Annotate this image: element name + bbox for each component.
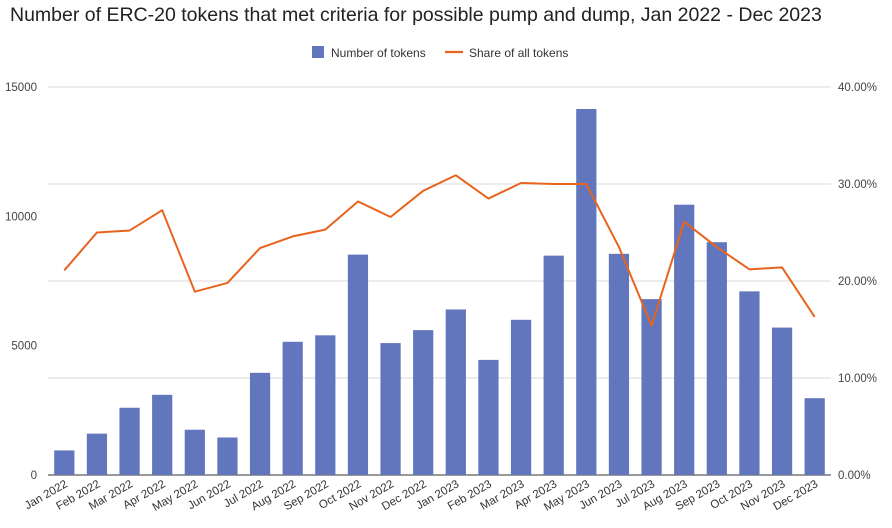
- legend-label-line: Share of all tokens: [469, 46, 568, 60]
- bar: [413, 330, 434, 475]
- bar: [86, 433, 108, 475]
- bar: [608, 253, 630, 475]
- bar: [576, 108, 597, 475]
- bar-series: [54, 108, 825, 475]
- bar: [804, 398, 825, 475]
- bar: [249, 372, 271, 475]
- bar: [739, 291, 760, 475]
- bar: [217, 437, 238, 475]
- y-axis-left: 0 5000 10000 15000: [5, 82, 37, 482]
- y-left-tick-label: 0: [31, 470, 37, 482]
- legend-swatch-bar: [312, 46, 324, 58]
- bar: [54, 450, 75, 475]
- bar: [445, 309, 466, 475]
- bar: [706, 242, 727, 475]
- bar: [771, 327, 793, 475]
- y-right-tick-label: 40.00%: [838, 82, 877, 94]
- y-right-tick-label: 20.00%: [838, 276, 877, 288]
- bar: [184, 429, 205, 475]
- legend-label-bar: Number of tokens: [331, 46, 426, 60]
- bar: [347, 254, 369, 475]
- bar: [282, 341, 303, 475]
- y-left-tick-label: 15000: [5, 82, 37, 94]
- bar: [478, 359, 499, 475]
- y-right-tick-label: 10.00%: [838, 373, 877, 385]
- bar: [674, 204, 695, 475]
- share-line: [63, 174, 816, 327]
- y-left-tick-label: 10000: [5, 211, 37, 223]
- chart-title: Number of ERC-20 tokens that met criteri…: [10, 4, 822, 26]
- y-right-tick-label: 30.00%: [838, 179, 877, 191]
- y-axis-right: 0.00% 10.00% 20.00% 30.00% 40.00%: [838, 82, 877, 482]
- line-series: [63, 174, 816, 327]
- bar: [380, 343, 401, 475]
- bar: [152, 394, 173, 475]
- y-left-tick-label: 5000: [11, 341, 37, 353]
- bar: [510, 319, 532, 475]
- legend: Number of tokens Share of all tokens: [312, 46, 568, 60]
- bar: [641, 299, 662, 475]
- bar: [119, 407, 140, 475]
- bar: [543, 255, 564, 475]
- bar: [315, 335, 336, 475]
- y-right-tick-label: 0.00%: [838, 470, 871, 482]
